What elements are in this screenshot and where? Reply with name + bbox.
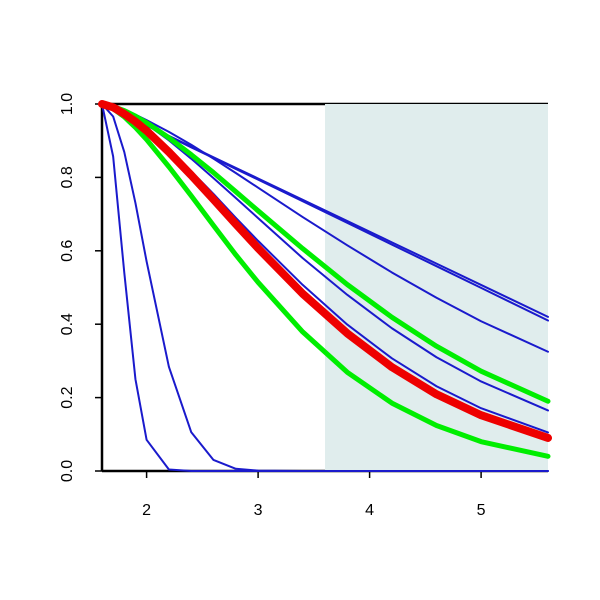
x-tick-label: 3 bbox=[254, 502, 263, 519]
series-line bbox=[98, 100, 552, 442]
series-line bbox=[101, 103, 549, 472]
y-tick-label: 1.0 bbox=[59, 93, 76, 115]
x-tick-label: 5 bbox=[477, 502, 486, 519]
y-tick-label: 0.2 bbox=[59, 386, 76, 408]
x-tick-label: 2 bbox=[142, 502, 151, 519]
x-tick-label: 4 bbox=[365, 502, 374, 519]
y-tick-label: 0.6 bbox=[59, 240, 76, 262]
shaded-region bbox=[325, 104, 548, 471]
y-tick-label: 0.4 bbox=[59, 313, 76, 335]
y-tick-label: 0.8 bbox=[59, 166, 76, 188]
y-tick-label: 0.0 bbox=[59, 460, 76, 482]
